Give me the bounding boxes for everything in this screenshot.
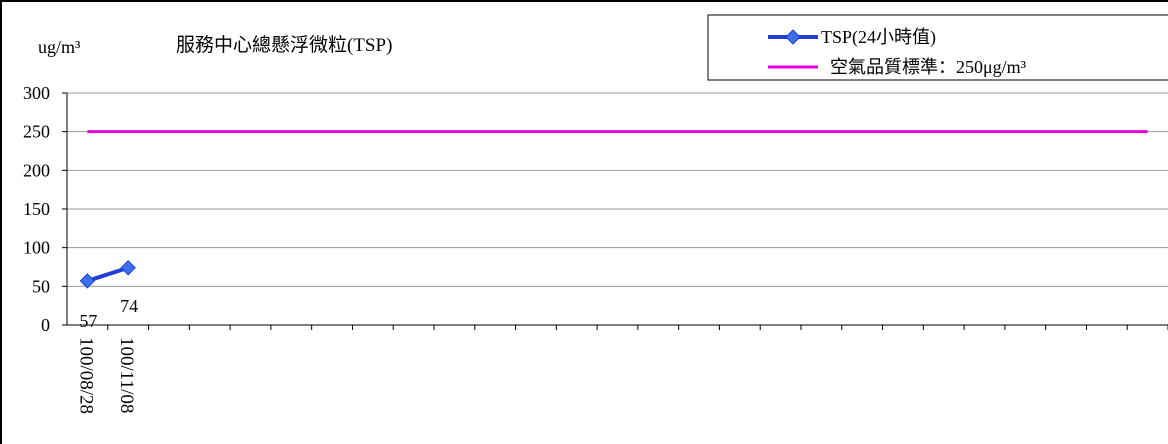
x-tick-label: 100/08/28	[75, 337, 96, 414]
data-labels: 57 74	[79, 296, 138, 331]
gridlines	[67, 92, 1168, 287]
legend-box	[707, 14, 1168, 81]
y-tick-label: 200	[23, 160, 50, 180]
legend-marker-tsp	[785, 29, 801, 45]
series-line-tsp	[86, 265, 129, 283]
legend-label-standard: 空氣品質標準：250μg/m³	[830, 57, 1027, 77]
data-point-tsp	[120, 260, 136, 276]
y-tick-label: 250	[23, 122, 50, 142]
x-tick-labels: 100/08/28 100/11/08	[75, 337, 137, 414]
y-axis-label: ug/m³	[38, 37, 81, 57]
x-tick-marks	[107, 325, 1168, 330]
data-label: 57	[79, 311, 97, 331]
y-tick-labels: 0 50 100 150 200 250 300	[23, 83, 50, 335]
y-tick-label: 50	[32, 276, 50, 296]
data-point-tsp	[79, 273, 96, 289]
legend-label-tsp: TSP(24小時值)	[821, 27, 936, 48]
legend: TSP(24小時值) 空氣品質標準：250μg/m³	[707, 14, 1168, 81]
data-label: 74	[120, 296, 138, 316]
y-tick-label: 300	[23, 83, 50, 103]
series	[79, 130, 1148, 289]
y-tick-label: 0	[41, 315, 50, 335]
y-tick-label: 100	[23, 238, 50, 258]
axes	[62, 92, 1168, 326]
y-tick-label: 150	[23, 199, 50, 219]
x-tick-label: 100/11/08	[116, 337, 137, 413]
chart-title: 服務中心總懸浮微粒(TSP)	[176, 34, 392, 56]
